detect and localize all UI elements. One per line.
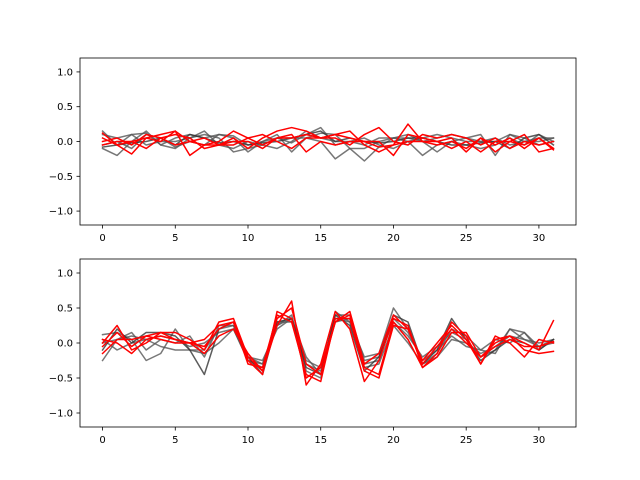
x-tick-label: 0: [99, 233, 105, 244]
x-tick-label: 25: [460, 435, 473, 446]
x-tick-label: 15: [314, 233, 327, 244]
x-tick-label: 0: [99, 435, 105, 446]
x-tick-label: 5: [172, 435, 178, 446]
x-tick-label: 25: [460, 233, 473, 244]
x-tick-label: 30: [533, 233, 546, 244]
y-tick-label: 0.0: [57, 339, 73, 350]
x-tick-label: 20: [387, 435, 400, 446]
y-tick-label: 0.0: [57, 137, 73, 148]
y-tick-label: 0.5: [57, 304, 73, 315]
y-tick-label: −0.5: [49, 374, 73, 385]
bottom-subplot: 0 5 10 15 20 25 30 −1.0 −0.5 0.0 0.5 1.0: [49, 258, 577, 446]
x-tick-label: 30: [533, 435, 546, 446]
y-tick-label: 0.5: [57, 102, 73, 113]
x-tick-label: 5: [172, 233, 178, 244]
series-line-8: [101, 307, 555, 376]
series-line-7: [101, 123, 555, 153]
series-line-2: [101, 132, 555, 157]
top-subplot: 0 5 10 15 20 25 30 −1.0 −0.5 0.0 0.5 1.0: [49, 57, 577, 244]
y-tick-label: −0.5: [49, 172, 73, 183]
x-tick-label: 10: [242, 435, 255, 446]
x-tick-label: 15: [314, 435, 327, 446]
series-line-6: [101, 126, 555, 150]
series-line-8: [101, 130, 555, 153]
y-tick-label: 1.0: [57, 269, 73, 280]
series-group: [101, 300, 555, 386]
y-tick-label: 1.0: [57, 67, 73, 78]
y-tick-label: −1.0: [49, 409, 73, 420]
series-line-3: [101, 130, 555, 150]
x-tick-label: 10: [242, 233, 255, 244]
series-group: [101, 123, 555, 162]
x-tick-label: 20: [387, 233, 400, 244]
y-tick-label: −1.0: [49, 207, 73, 218]
